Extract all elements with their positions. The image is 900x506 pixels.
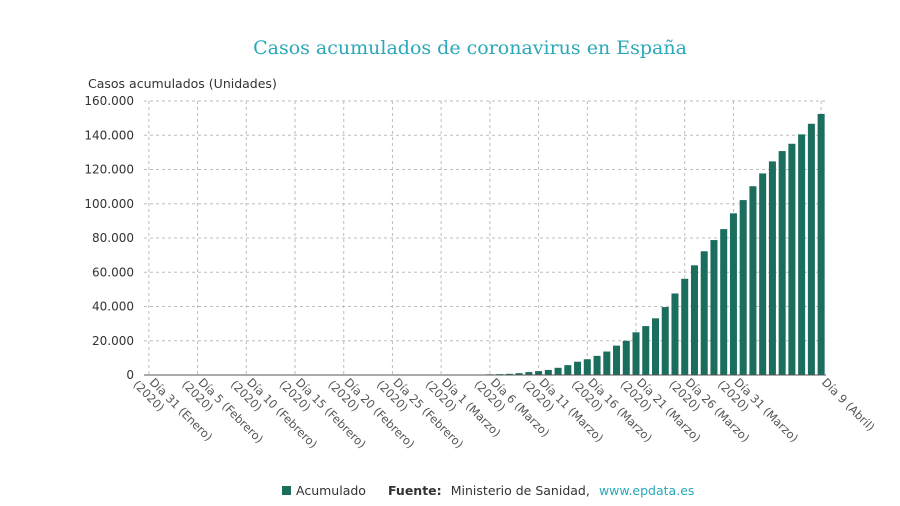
bar [642, 326, 650, 375]
bar [651, 318, 660, 375]
bar [807, 123, 815, 376]
legend: Acumulado [282, 483, 366, 498]
bar [564, 365, 572, 375]
bar [817, 113, 825, 376]
bar [671, 293, 679, 375]
bar [788, 143, 796, 375]
y-tick-label: 20.000 [92, 334, 134, 348]
bar [729, 213, 737, 375]
bar [593, 355, 601, 375]
bar [535, 371, 543, 375]
bar [759, 173, 767, 375]
y-tick-label: 100.000 [84, 197, 134, 211]
bar [583, 359, 591, 375]
y-axis-label: Casos acumulados (Unidades) [88, 76, 277, 91]
x-axis-ticks: Día 31 (Enero)(2020) Día 5 (Febrero)(2020… [130, 375, 878, 451]
bar [574, 361, 582, 375]
bar [632, 332, 640, 375]
source-line: Fuente: Ministerio de Sanidad, www.epdat… [388, 480, 694, 499]
bar [749, 186, 757, 375]
bar-series-acumulado [145, 113, 825, 376]
bar [710, 240, 718, 375]
y-tick-label: 0 [126, 368, 134, 382]
bar [690, 265, 698, 375]
bar [544, 369, 552, 375]
bar [681, 278, 689, 375]
bar [739, 200, 747, 375]
bar [554, 367, 562, 375]
bar [768, 161, 776, 375]
bar [613, 345, 621, 375]
x-tick-label: Día 9 (Abril) [819, 375, 878, 434]
bar [661, 307, 669, 375]
y-tick-label: 160.000 [84, 94, 134, 108]
x-tick-label-line1: Día 9 (Abril) [819, 375, 878, 434]
y-tick-label: 80.000 [92, 231, 134, 245]
source-attribution: Fuente: Ministerio de Sanidad, www.epdat… [388, 480, 694, 499]
bar [720, 229, 728, 375]
legend-swatch-acumulado [282, 486, 291, 495]
legend-label-acumulado: Acumulado [296, 483, 366, 498]
y-tick-label: 120.000 [84, 163, 134, 177]
bar [505, 373, 513, 375]
bar [798, 134, 806, 375]
bar [603, 351, 611, 375]
source-label: Fuente: [388, 483, 442, 498]
y-axis-ticks: 0 20.000 40.000 60.000 80.000 100.000 120.000 1… [84, 94, 134, 382]
bar [778, 151, 786, 375]
bar [515, 373, 523, 375]
bar [525, 372, 533, 375]
source-text: Ministerio de Sanidad, [451, 483, 590, 498]
bar [700, 251, 708, 375]
bar [622, 340, 630, 375]
chart-title: Casos acumulados de coronavirus en Españ… [253, 37, 687, 59]
source-link[interactable]: www.epdata.es [599, 483, 694, 498]
y-tick-label: 140.000 [84, 128, 134, 142]
y-tick-label: 40.000 [92, 300, 134, 314]
y-tick-label: 60.000 [92, 265, 134, 279]
